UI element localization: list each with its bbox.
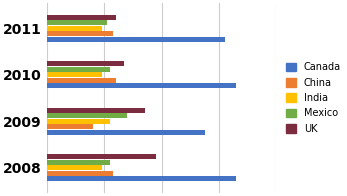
Bar xyxy=(47,61,125,66)
Bar xyxy=(47,165,102,170)
Bar xyxy=(47,78,116,83)
Bar xyxy=(47,26,102,31)
Bar xyxy=(47,108,145,113)
Bar xyxy=(47,176,236,181)
Bar xyxy=(47,113,127,118)
Bar xyxy=(47,130,205,135)
Bar xyxy=(47,119,110,124)
Bar xyxy=(47,67,110,72)
Bar xyxy=(47,72,102,77)
Bar xyxy=(47,31,113,36)
Bar xyxy=(47,20,107,25)
Bar xyxy=(47,171,113,176)
Legend: Canada, China, India, Mexico, UK: Canada, China, India, Mexico, UK xyxy=(283,59,344,137)
Bar xyxy=(47,37,225,42)
Bar xyxy=(47,83,236,88)
Bar xyxy=(47,124,93,129)
Bar xyxy=(47,160,110,165)
Bar xyxy=(47,154,156,159)
Bar xyxy=(47,15,116,20)
